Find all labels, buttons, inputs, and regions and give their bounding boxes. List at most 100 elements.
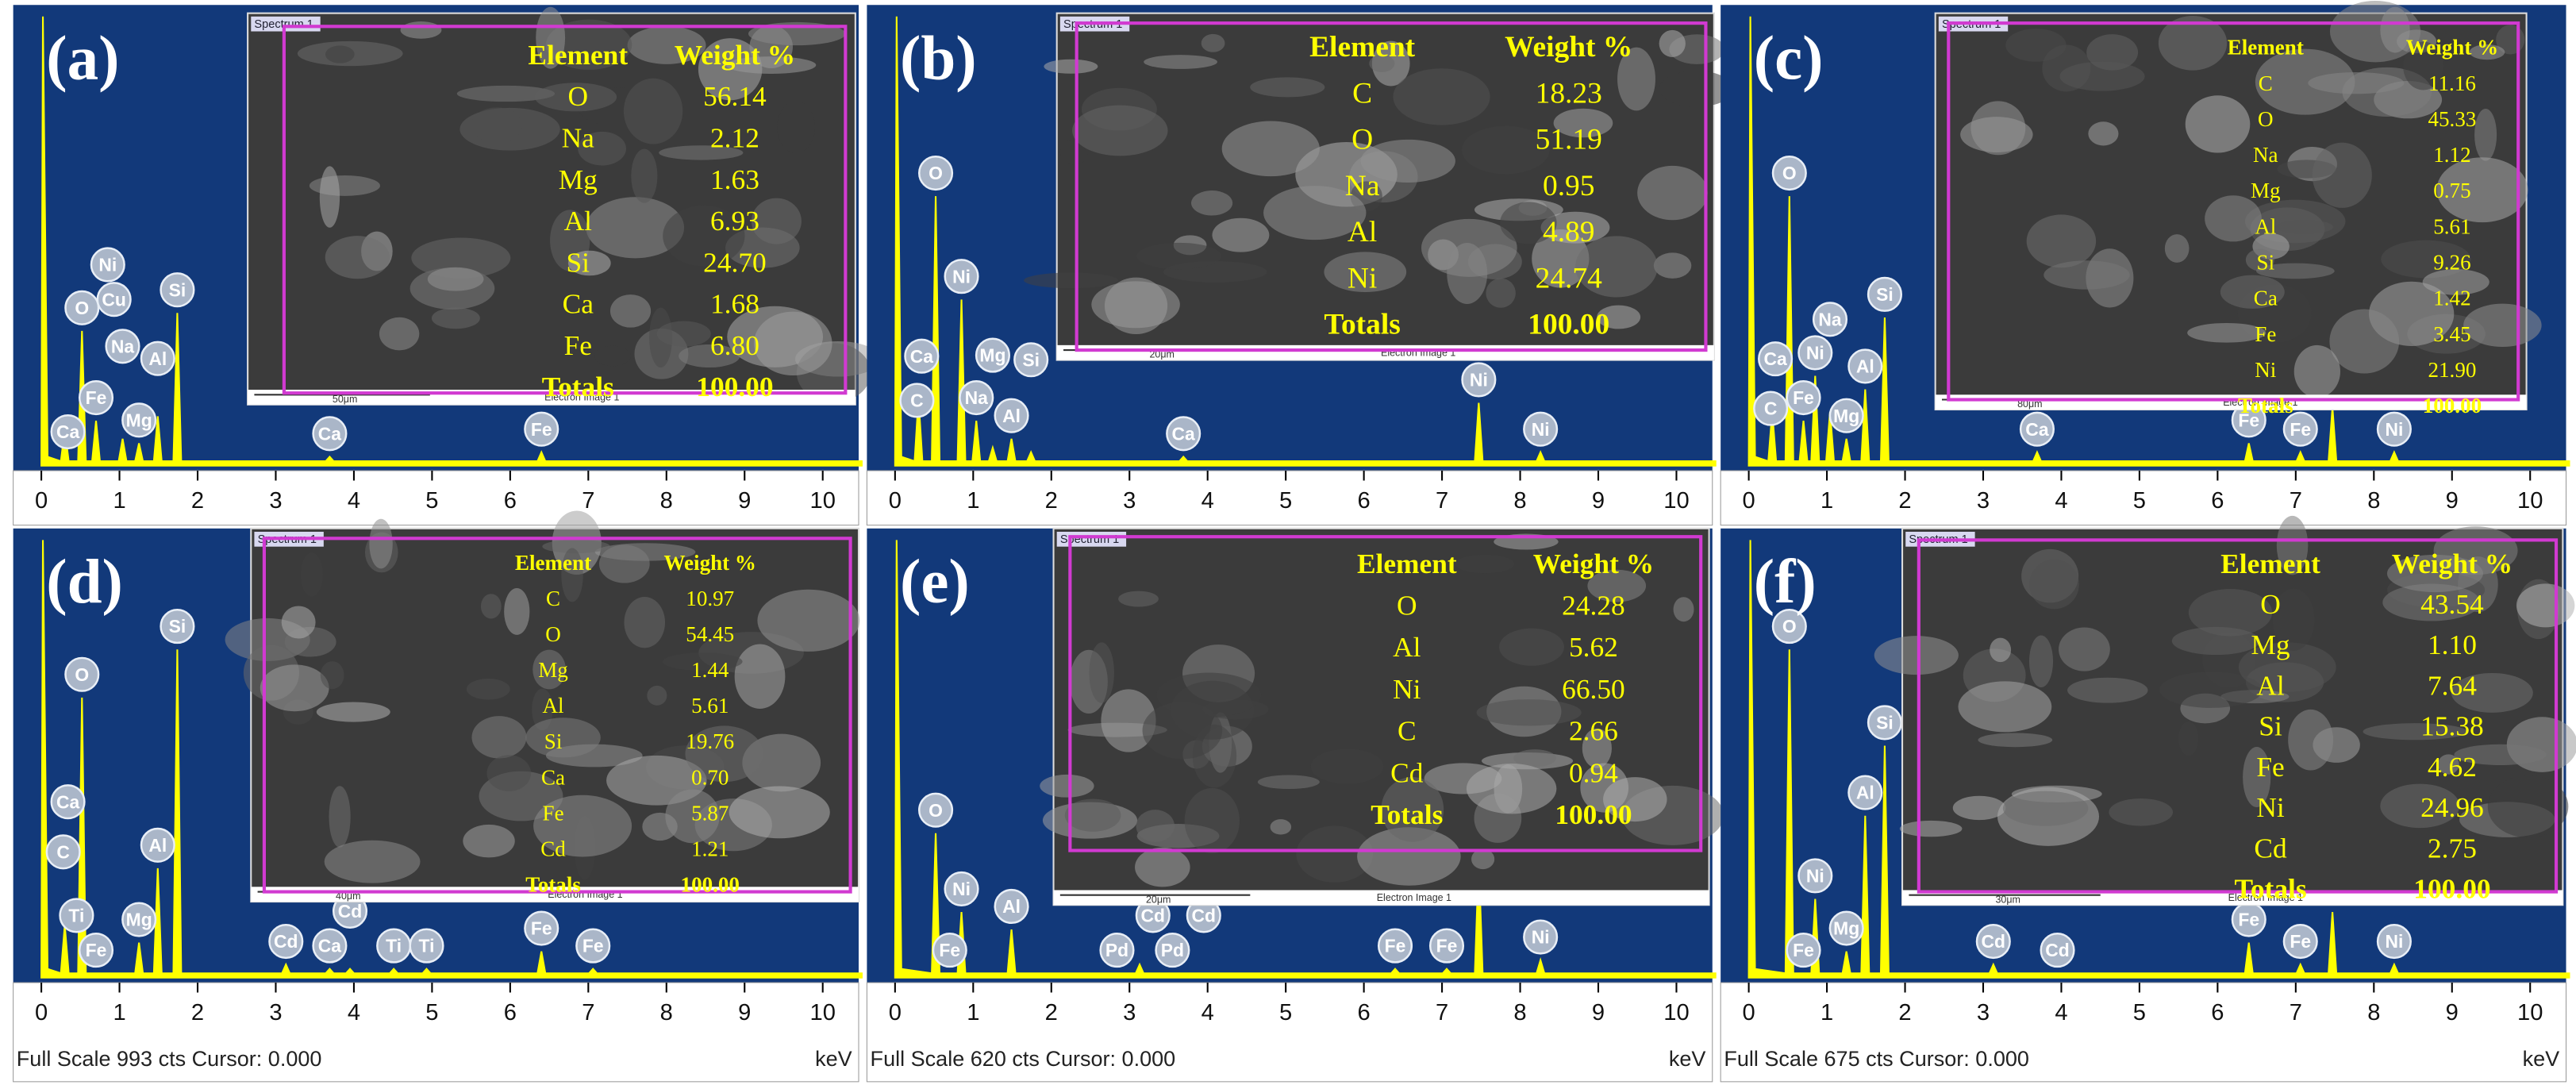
sem-texture	[2238, 642, 2336, 692]
table-cell: Element	[528, 39, 628, 71]
sem-texture	[2487, 775, 2569, 838]
table-cell: O	[1397, 589, 1417, 621]
sem-texture	[1360, 139, 1455, 183]
x-tick-label: 8	[1513, 488, 1526, 514]
peak-label: Ca	[1172, 423, 1196, 444]
sem-texture	[751, 198, 802, 244]
x-tick-label: 3	[1123, 1000, 1136, 1025]
x-tick-label: 1	[1821, 488, 1833, 514]
x-tick-label: 8	[1513, 1000, 1526, 1025]
x-tick-label: 2	[191, 488, 204, 514]
peak-marker	[78, 933, 114, 968]
sem-texture	[1653, 252, 1692, 279]
x-tick-label: 2	[191, 1000, 204, 1025]
peak-label: Ni	[2385, 931, 2403, 952]
sem-texture	[659, 145, 744, 160]
panel-label: (e)	[900, 548, 970, 617]
peak-label: Ca	[910, 346, 934, 367]
sem-texture	[2187, 322, 2266, 343]
footer: Full Scale 675 cts Cursor: 0.000	[1724, 1047, 2029, 1071]
x-tick-label: 1	[1821, 1000, 1833, 1025]
sem-texture	[2028, 635, 2054, 687]
x-tick-label: 3	[1977, 488, 1990, 514]
sem-texture	[2312, 142, 2372, 208]
peak-marker	[932, 933, 967, 968]
sem-texture	[2086, 34, 2139, 71]
sem-texture	[1603, 777, 1667, 822]
x-tick-label: 1	[967, 1000, 979, 1025]
peak-label: Fe	[2238, 410, 2259, 430]
sem-texture	[2363, 723, 2467, 741]
peak-label: Mg	[126, 910, 152, 930]
peak-label: Fe	[86, 387, 107, 408]
sem-texture	[1310, 748, 1384, 784]
x-tick-label: 7	[582, 488, 594, 514]
peak-label: O	[929, 163, 943, 183]
sem-texture	[2164, 234, 2190, 263]
sem-texture	[2043, 260, 2130, 290]
table-cell: 1.44	[691, 658, 729, 682]
x-tick-label: 10	[810, 488, 836, 514]
sem-texture	[586, 197, 685, 259]
x-tick-label: 3	[269, 488, 282, 514]
peak-label: Ni	[2385, 419, 2403, 440]
spectrum-area	[262, 537, 852, 894]
sem-texture	[466, 678, 510, 700]
x-tick-label: 8	[660, 1000, 673, 1025]
table-cell: 5.62	[1569, 631, 1618, 663]
table-cell: Si	[544, 729, 563, 753]
peak-marker	[1812, 302, 1848, 337]
table-cell: 51.19	[1536, 124, 1602, 156]
sem-texture	[2381, 240, 2471, 279]
sem-texture	[2178, 721, 2199, 756]
x-tick-label: 6	[1358, 1000, 1371, 1025]
table-cell: Al	[1348, 216, 1377, 248]
table-cell: 1.12	[2433, 143, 2470, 167]
table-cell: 5.87	[691, 801, 729, 825]
table-cell: C	[1352, 77, 1372, 110]
peak-marker	[1013, 342, 1049, 378]
scale-label: 50μm	[333, 394, 357, 405]
peak-marker	[975, 337, 1010, 373]
peak-label: Pd	[1105, 940, 1128, 960]
peak-label: Al	[148, 835, 167, 856]
sem-texture	[1500, 202, 1557, 244]
sem-texture	[1532, 229, 1590, 288]
table-cell: Na	[2253, 143, 2278, 167]
panel-label: (d)	[46, 548, 123, 617]
sem-texture	[1597, 305, 1641, 329]
peak-marker	[1428, 928, 1465, 964]
sem-texture	[1587, 569, 1647, 602]
sem-texture	[471, 107, 523, 144]
x-tick-label: 9	[1592, 1000, 1605, 1025]
x-tick-label: 0	[35, 488, 48, 514]
sem-texture	[1455, 554, 1515, 574]
sem-texture	[1212, 217, 1270, 252]
x-tick-label: 7	[582, 1000, 594, 1025]
x-tick-label: 5	[1279, 1000, 1292, 1025]
table-cell: 1.10	[2428, 629, 2477, 660]
peak-label: Fe	[1385, 936, 1406, 956]
sem-texture	[369, 518, 393, 569]
sem-texture	[1357, 827, 1461, 886]
sem-texture	[1059, 139, 1088, 165]
sem-texture	[260, 664, 329, 712]
scale-label: 30μm	[1995, 894, 2020, 905]
peak-marker	[59, 898, 94, 933]
peak-label: Al	[1856, 783, 1874, 803]
table-cell: C	[1398, 715, 1417, 747]
sem-texture	[1471, 848, 1495, 870]
sem-texture	[281, 606, 316, 639]
peak-label: Fe	[531, 419, 552, 440]
sem-texture	[698, 38, 763, 101]
table-cell: Totals	[1371, 798, 1443, 830]
peak-marker	[64, 290, 100, 325]
x-tick-label: 10	[2517, 1000, 2543, 1025]
sem-texture	[400, 21, 442, 39]
sem-texture	[542, 540, 610, 553]
x-tick-label: 2	[1898, 1000, 1911, 1025]
panel-label: (a)	[46, 24, 119, 93]
table-cell: Totals	[525, 873, 581, 897]
sem-texture	[504, 587, 530, 635]
